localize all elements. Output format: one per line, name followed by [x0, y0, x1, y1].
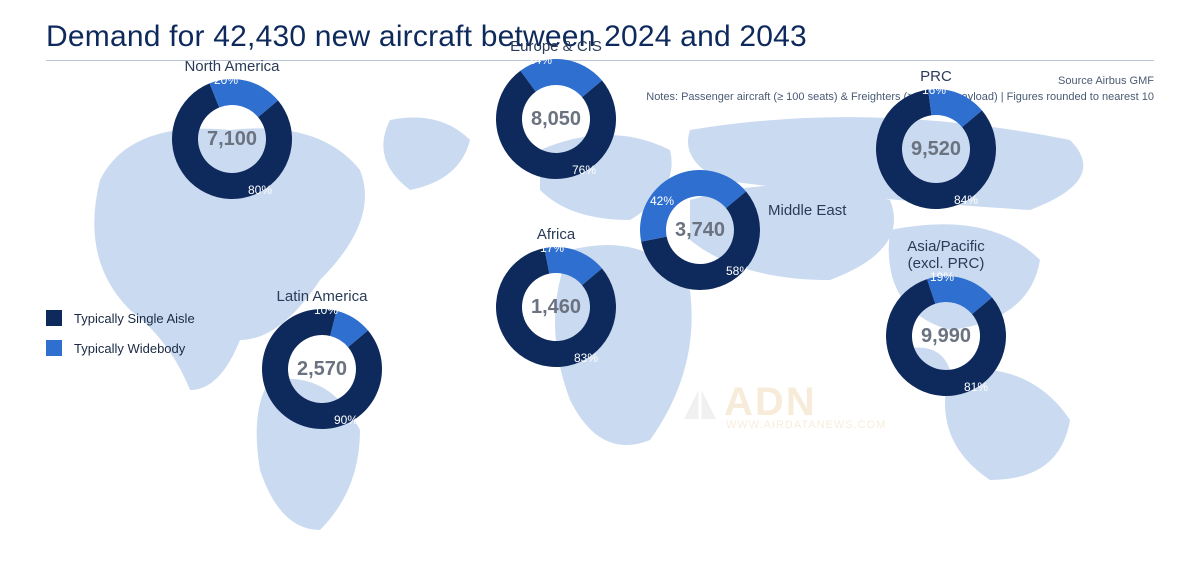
pct-single-aisle: 81%: [964, 380, 988, 394]
region: North America7,10020%80%: [172, 58, 292, 199]
legend-item: Typically Widebody: [46, 340, 195, 356]
region-label: Asia/Pacific (excl. PRC): [886, 238, 1006, 272]
pct-widebody: 24%: [528, 53, 552, 67]
legend-label: Typically Widebody: [74, 341, 185, 356]
donut-total: 7,100: [172, 79, 292, 199]
region: Africa1,46017%83%: [496, 226, 616, 367]
donut: 8,05024%76%: [496, 59, 616, 179]
region: PRC9,52016%84%: [876, 68, 996, 209]
region: Europe & CIS8,05024%76%: [496, 38, 616, 179]
pct-widebody: 19%: [930, 270, 954, 284]
region-label: Europe & CIS: [496, 38, 616, 55]
pct-single-aisle: 83%: [574, 351, 598, 365]
donut-total: 9,990: [886, 276, 1006, 396]
donut-total: 8,050: [496, 59, 616, 179]
donut-total: 9,520: [876, 89, 996, 209]
donut: 9,99019%81%: [886, 276, 1006, 396]
legend: Typically Single Aisle Typically Widebody: [46, 310, 195, 370]
pct-widebody: 20%: [214, 73, 238, 87]
pct-widebody: 10%: [314, 303, 338, 317]
pct-single-aisle: 84%: [954, 193, 978, 207]
donut-total: 1,460: [496, 247, 616, 367]
region: Asia/Pacific (excl. PRC)9,99019%81%: [886, 238, 1006, 396]
legend-label: Typically Single Aisle: [74, 311, 195, 326]
donut: 9,52016%84%: [876, 89, 996, 209]
pct-single-aisle: 76%: [572, 163, 596, 177]
donut: 2,57010%90%: [262, 309, 382, 429]
legend-swatch: [46, 340, 62, 356]
legend-swatch: [46, 310, 62, 326]
region: Latin America2,57010%90%: [262, 288, 382, 429]
pct-widebody: 16%: [922, 83, 946, 97]
donut: 7,10020%80%: [172, 79, 292, 199]
chart-stage: Typically Single Aisle Typically Widebody…: [0, 0, 1200, 564]
pct-single-aisle: 90%: [334, 413, 358, 427]
donut-total: 2,570: [262, 309, 382, 429]
pct-single-aisle: 80%: [248, 183, 272, 197]
pct-widebody: 17%: [540, 241, 564, 255]
region: 3,74042%58%Middle East: [640, 170, 760, 290]
pct-widebody: 42%: [650, 194, 674, 208]
legend-item: Typically Single Aisle: [46, 310, 195, 326]
donut: 1,46017%83%: [496, 247, 616, 367]
region-label: Middle East: [768, 202, 846, 219]
donut: 3,74042%58%: [640, 170, 760, 290]
pct-single-aisle: 58%: [726, 264, 750, 278]
